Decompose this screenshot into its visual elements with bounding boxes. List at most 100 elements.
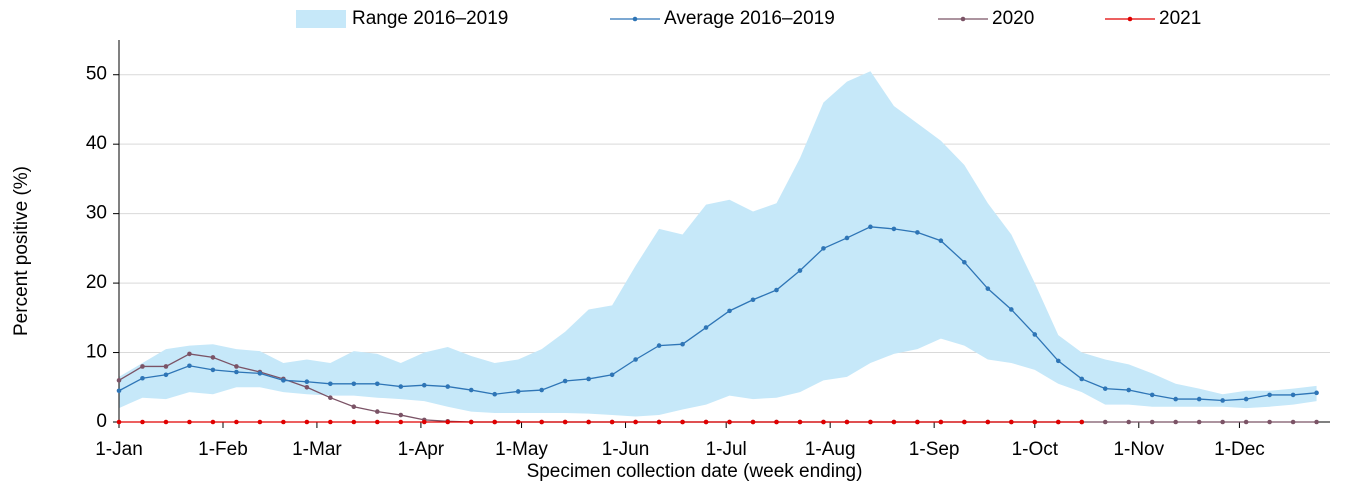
series-point xyxy=(304,379,310,385)
series-point xyxy=(304,419,310,425)
series-point xyxy=(328,419,333,425)
x-tick-label: 1-Mar xyxy=(292,439,342,460)
series-point xyxy=(609,372,615,378)
series-point xyxy=(868,224,873,230)
series-point xyxy=(1243,419,1249,425)
series-point xyxy=(281,378,286,383)
series-point xyxy=(116,388,122,394)
x-tick-label: 1-Oct xyxy=(1012,439,1059,460)
series-point xyxy=(962,259,967,265)
series-point xyxy=(351,419,357,425)
series-point xyxy=(234,364,239,369)
series-point xyxy=(633,357,638,362)
series-point xyxy=(750,419,756,425)
series-point xyxy=(1009,307,1014,312)
series-point xyxy=(328,395,333,400)
series-point xyxy=(915,419,920,425)
series-point xyxy=(163,364,169,369)
series-point xyxy=(586,376,591,382)
legend-swatch xyxy=(296,10,346,28)
series-point xyxy=(1102,386,1108,391)
series-point xyxy=(1196,419,1202,425)
series-point xyxy=(234,419,239,425)
y-tick-label: 40 xyxy=(86,133,107,154)
series-point xyxy=(680,341,685,347)
series-point xyxy=(468,387,474,393)
legend-marker xyxy=(960,16,966,22)
series-point xyxy=(140,375,145,381)
x-axis-title: Specimen collection date (week ending) xyxy=(527,461,863,482)
series-point xyxy=(421,382,427,388)
series-point xyxy=(703,325,709,330)
series-point xyxy=(1267,392,1272,398)
series-point xyxy=(140,364,145,369)
legend-label: 2021 xyxy=(1159,8,1201,29)
series-point xyxy=(562,378,568,384)
x-tick-label: 1-May xyxy=(495,439,548,460)
series-point xyxy=(1314,390,1319,396)
series-point xyxy=(116,378,122,383)
series-point xyxy=(774,419,779,425)
legend-label: 2020 xyxy=(992,8,1034,29)
series-point xyxy=(1220,398,1225,403)
series-point xyxy=(1196,396,1202,402)
series-point xyxy=(116,419,122,425)
series-point xyxy=(187,419,192,425)
legend-marker xyxy=(1127,16,1133,22)
series-point xyxy=(868,419,873,425)
series-line xyxy=(118,226,1317,402)
series-point xyxy=(257,371,263,376)
x-tick-label: 1-Aug xyxy=(805,439,856,460)
series-point xyxy=(421,419,427,425)
series-point xyxy=(375,381,380,387)
series-point xyxy=(1149,392,1155,398)
series-point xyxy=(938,419,944,425)
series-point xyxy=(797,268,803,273)
range-band xyxy=(119,71,1317,417)
x-tick-label: 1-Jul xyxy=(706,439,747,460)
series-point xyxy=(351,404,357,410)
series-point xyxy=(1126,419,1132,425)
series-point xyxy=(468,419,474,425)
legend-label: Average 2016–2019 xyxy=(664,8,835,29)
series-point xyxy=(187,351,192,357)
series-point xyxy=(1243,396,1249,402)
series-point xyxy=(515,419,521,425)
series-point xyxy=(515,389,521,394)
series-point xyxy=(844,235,850,241)
series-point xyxy=(1149,419,1155,425)
series-point xyxy=(1032,419,1038,425)
series-point xyxy=(1032,332,1038,337)
series-point xyxy=(1102,419,1108,425)
series-point xyxy=(234,369,239,375)
series-point xyxy=(891,226,897,232)
series-point xyxy=(938,238,944,244)
series-point xyxy=(1126,387,1132,393)
series-point xyxy=(891,419,897,425)
series-point xyxy=(398,412,404,418)
series-point xyxy=(398,419,404,425)
series-point xyxy=(163,372,169,378)
series-point xyxy=(750,297,756,303)
series-point xyxy=(1055,358,1061,364)
series-point xyxy=(163,419,169,425)
legend-marker xyxy=(632,16,638,22)
series-point xyxy=(562,419,568,425)
series-point xyxy=(797,419,803,425)
series-point xyxy=(210,367,216,373)
y-tick-label: 50 xyxy=(86,64,107,85)
series-point xyxy=(1173,419,1178,425)
series-point xyxy=(1267,419,1272,425)
series-point xyxy=(656,343,662,348)
series-point xyxy=(1314,419,1319,425)
series-point xyxy=(187,363,192,369)
series-point xyxy=(1173,396,1178,402)
y-tick-label: 0 xyxy=(96,411,107,432)
series-point xyxy=(257,419,263,425)
series-point xyxy=(656,419,662,425)
series-point xyxy=(1079,419,1085,425)
series-point xyxy=(1220,419,1225,425)
x-tick-label: 1-Apr xyxy=(398,439,445,460)
